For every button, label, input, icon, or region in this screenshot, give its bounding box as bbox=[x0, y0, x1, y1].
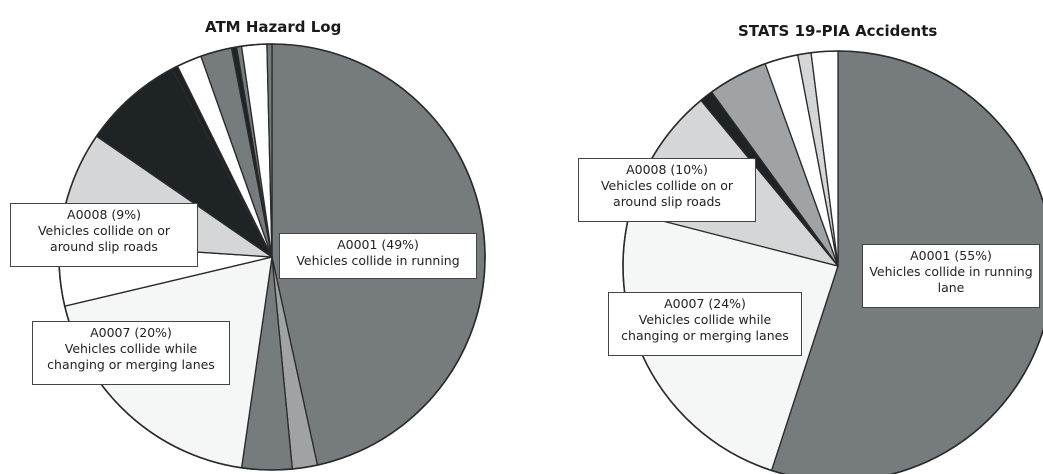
callout-line: around slip roads bbox=[50, 239, 158, 254]
callout-line: A0007 (24%) bbox=[664, 296, 746, 311]
callout-line: changing or merging lanes bbox=[47, 357, 215, 372]
callout-line: Vehicles collide in running bbox=[296, 253, 460, 268]
pie-outline bbox=[622, 50, 1043, 474]
callout-line: A0001 (55%) bbox=[910, 248, 992, 263]
callout-line: A0001 (49%) bbox=[337, 237, 419, 252]
callout-line: Vehicles collide in running bbox=[869, 264, 1033, 279]
chart-title-atm: ATM Hazard Log bbox=[205, 18, 342, 36]
callout-line: lane bbox=[937, 280, 965, 295]
callout-a0008-atm: A0008 (9%) Vehicles collide on or around… bbox=[10, 203, 198, 267]
callout-a0008-stats19: A0008 (10%) Vehicles collide on or aroun… bbox=[578, 158, 756, 222]
callout-a0007-stats19: A0007 (24%) Vehicles collide while chang… bbox=[608, 292, 802, 356]
callout-line: A0008 (9%) bbox=[67, 207, 141, 222]
chart-title-stats19: STATS 19-PIA Accidents bbox=[738, 22, 938, 40]
callout-line: Vehicles collide while bbox=[64, 341, 198, 356]
callout-a0007-atm: A0007 (20%) Vehicles collide while chang… bbox=[32, 321, 230, 385]
callout-line: Vehicles collide on or bbox=[600, 178, 734, 193]
callout-line: Vehicles collide while bbox=[638, 312, 772, 327]
callout-a0001-atm: A0001 (49%) Vehicles collide in running bbox=[279, 233, 477, 279]
callout-a0001-stats19: A0001 (55%) Vehicles collide in running … bbox=[862, 244, 1040, 308]
callout-line: A0008 (10%) bbox=[626, 162, 708, 177]
callout-line: changing or merging lanes bbox=[621, 328, 789, 343]
callout-line: Vehicles collide on or bbox=[37, 223, 171, 238]
callout-line: around slip roads bbox=[613, 194, 721, 209]
callout-line: A0007 (20%) bbox=[90, 325, 172, 340]
